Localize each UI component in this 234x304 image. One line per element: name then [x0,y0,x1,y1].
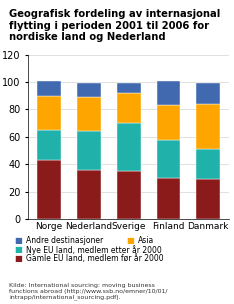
Bar [196,149,220,179]
Text: ■: ■ [14,245,22,254]
Text: Gamle EU land, medlem før år 2000: Gamle EU land, medlem før år 2000 [26,254,163,263]
Bar [77,83,101,97]
Bar [196,104,220,149]
Bar [37,81,61,96]
Text: Andre destinasjoner: Andre destinasjoner [26,236,103,245]
Bar [77,131,101,170]
Bar [196,179,220,219]
Bar [196,83,220,104]
Bar [117,171,141,219]
Bar [117,84,141,93]
Text: ■: ■ [14,236,22,245]
Bar [157,178,180,219]
Bar [157,81,180,105]
Text: Kilde: International sourcing: moving business
functions abroad (http://www.ssb.: Kilde: International sourcing: moving bu… [9,283,168,300]
Bar [117,123,141,171]
Bar [117,93,141,123]
Text: ■: ■ [14,254,22,263]
Bar [37,160,61,219]
Text: Asia: Asia [138,236,154,245]
Text: Geografisk fordeling av internasjonal
flytting i perioden 2001 til 2006 for
nord: Geografisk fordeling av internasjonal fl… [9,9,221,42]
Bar [77,97,101,131]
Text: ■: ■ [126,236,134,245]
Bar [37,96,61,130]
Bar [157,140,180,178]
Bar [157,105,180,140]
Bar [37,130,61,160]
Bar [77,170,101,219]
Text: Nye EU land, medlem etter år 2000: Nye EU land, medlem etter år 2000 [26,245,161,254]
